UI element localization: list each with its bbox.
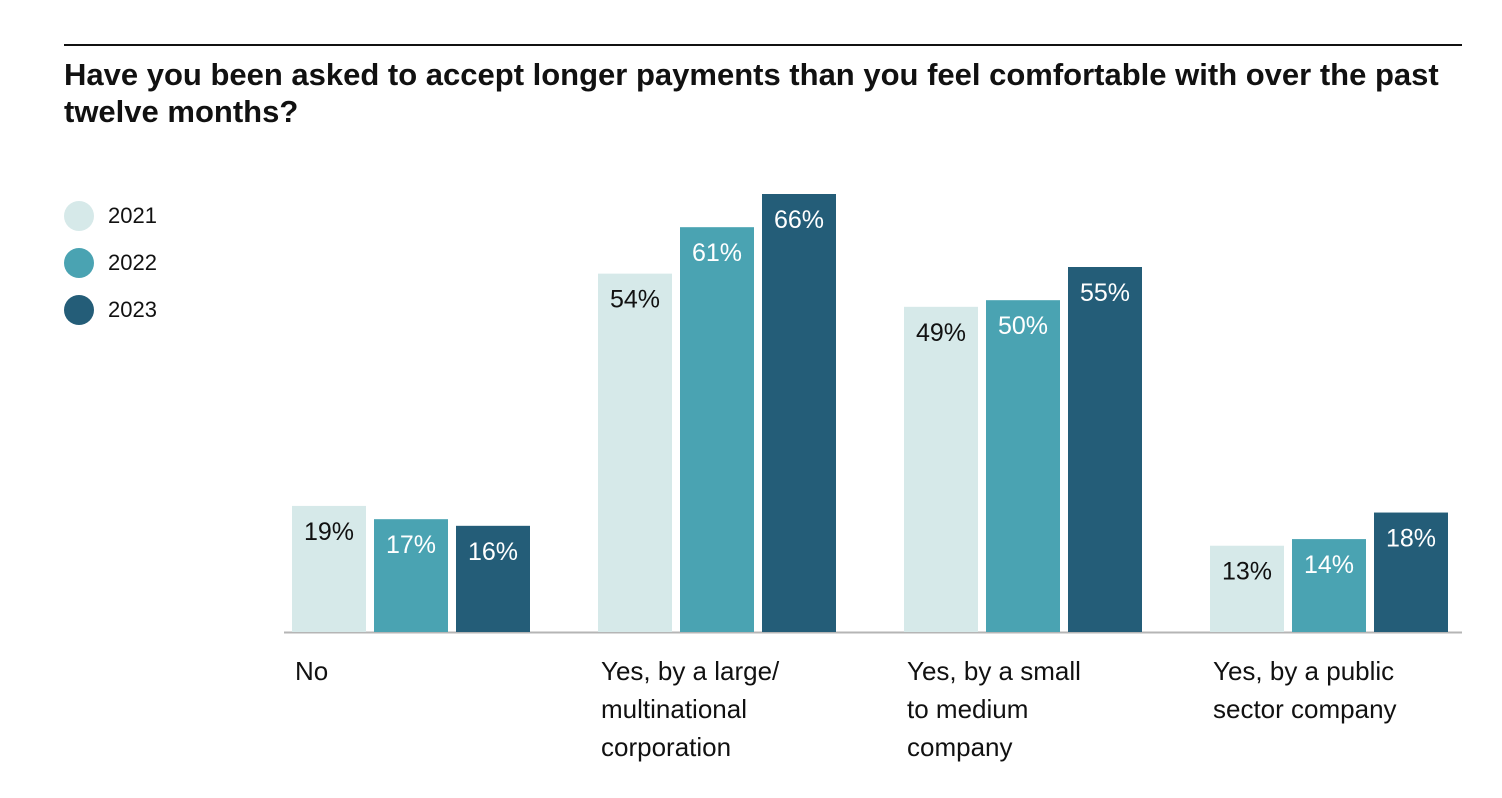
category-label-0: No	[295, 656, 328, 686]
bar-2021-3	[1210, 545, 1284, 632]
legend-swatch-2023	[64, 294, 94, 325]
data-label-2022-3: 14%	[1304, 551, 1354, 579]
category-label-2: Yes, by a small to medium company	[907, 656, 1081, 762]
legend-swatch-2021	[64, 200, 94, 231]
data-label-2023-3: 18%	[1386, 525, 1436, 553]
legend-item-2021: 2021	[64, 192, 157, 239]
legend-item-2022: 2022	[64, 239, 157, 286]
legend-label-2022: 2022	[108, 249, 157, 275]
chart-title: Have you been asked to accept longer pay…	[64, 57, 1439, 129]
data-label-2023-1: 66%	[774, 206, 824, 234]
legend-label-2023: 2023	[108, 296, 157, 322]
data-label-2021-2: 49%	[916, 319, 966, 347]
category-label-line: corporation	[601, 732, 731, 762]
category-label-1: Yes, by a large/multinational corporation	[601, 656, 780, 762]
bar-2021-2	[904, 306, 978, 632]
bar-2023-1	[762, 194, 836, 632]
bar-2021-1	[598, 273, 672, 632]
bar-2023-2	[1068, 267, 1142, 632]
bar-2022-0	[374, 519, 448, 632]
bar-2022-3	[1292, 539, 1366, 632]
legend-item-2023: 2023	[64, 286, 157, 333]
data-label-2021-0: 19%	[304, 518, 354, 546]
category-label-line: Yes, by a public	[1213, 656, 1394, 686]
category-label-line: Yes, by a large/	[601, 656, 780, 686]
data-label-2022-0: 17%	[386, 531, 436, 559]
legend: 2021 2022 2023	[64, 192, 157, 333]
category-label-line: No	[295, 656, 328, 686]
title-rule	[64, 44, 1462, 46]
bar-2022-2	[986, 300, 1060, 632]
data-label-2021-1: 54%	[610, 286, 660, 314]
category-label-line: sector company	[1213, 694, 1397, 724]
data-label-2022-1: 61%	[692, 239, 742, 267]
category-label-line: to medium	[907, 694, 1028, 724]
legend-label-2021: 2021	[108, 202, 157, 228]
data-label-2021-3: 13%	[1222, 558, 1272, 586]
bar-2023-0	[456, 525, 530, 632]
bar-2023-3	[1374, 512, 1448, 632]
bar-2022-1	[680, 227, 754, 632]
data-label-2023-0: 16%	[468, 538, 518, 566]
category-label-line: multinational	[601, 694, 747, 724]
data-label-2023-2: 55%	[1080, 279, 1130, 307]
category-label-3: Yes, by a public sector company	[1213, 656, 1397, 724]
category-label-line: company	[907, 732, 1013, 762]
data-label-2022-2: 50%	[998, 312, 1048, 340]
bar-2021-0	[292, 505, 366, 632]
legend-swatch-2022	[64, 247, 94, 278]
category-label-line: Yes, by a small	[907, 656, 1081, 686]
